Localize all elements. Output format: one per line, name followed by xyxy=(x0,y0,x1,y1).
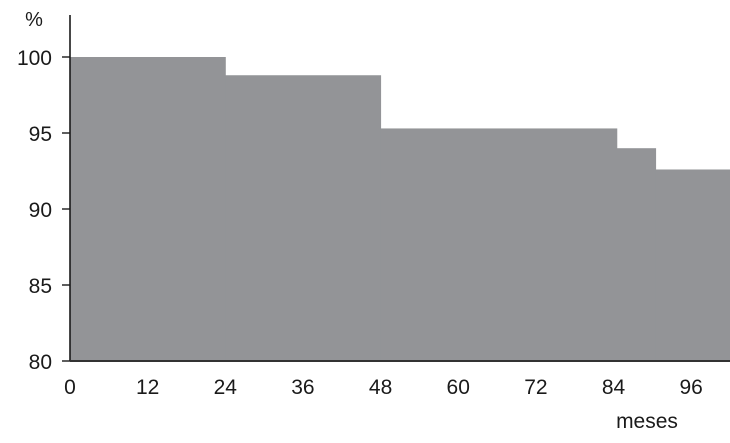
y-axis-label: % xyxy=(25,9,43,31)
x-tick-label: 0 xyxy=(64,376,76,399)
step-segment-3 xyxy=(616,148,657,361)
x-ticks: 0 12 24 36 48 60 72 84 96 xyxy=(64,376,703,399)
y-tick-label: 85 xyxy=(29,275,52,298)
x-tick-label: 24 xyxy=(214,376,238,399)
x-tick-label: 12 xyxy=(136,376,159,399)
y-tick-label: 90 xyxy=(29,199,52,222)
x-tick-label: 36 xyxy=(291,376,314,399)
x-axis-label: meses xyxy=(616,410,678,433)
step-segment-0 xyxy=(70,57,226,361)
x-tick-label: 72 xyxy=(524,376,547,399)
x-tick-label: 48 xyxy=(369,376,392,399)
step-segment-4 xyxy=(655,169,730,361)
x-tick-label: 96 xyxy=(679,376,702,399)
step-segment-2 xyxy=(380,128,618,361)
y-tick-label: 80 xyxy=(29,351,52,374)
step-segment-1 xyxy=(225,75,382,362)
y-tick-label: 95 xyxy=(29,123,52,146)
y-tick-label: 100 xyxy=(17,47,52,70)
x-tick-label: 60 xyxy=(447,376,470,399)
area-layer xyxy=(70,57,730,362)
x-tick-label: 84 xyxy=(602,376,626,399)
y-ticks: 80 85 90 95 100 xyxy=(17,47,70,374)
